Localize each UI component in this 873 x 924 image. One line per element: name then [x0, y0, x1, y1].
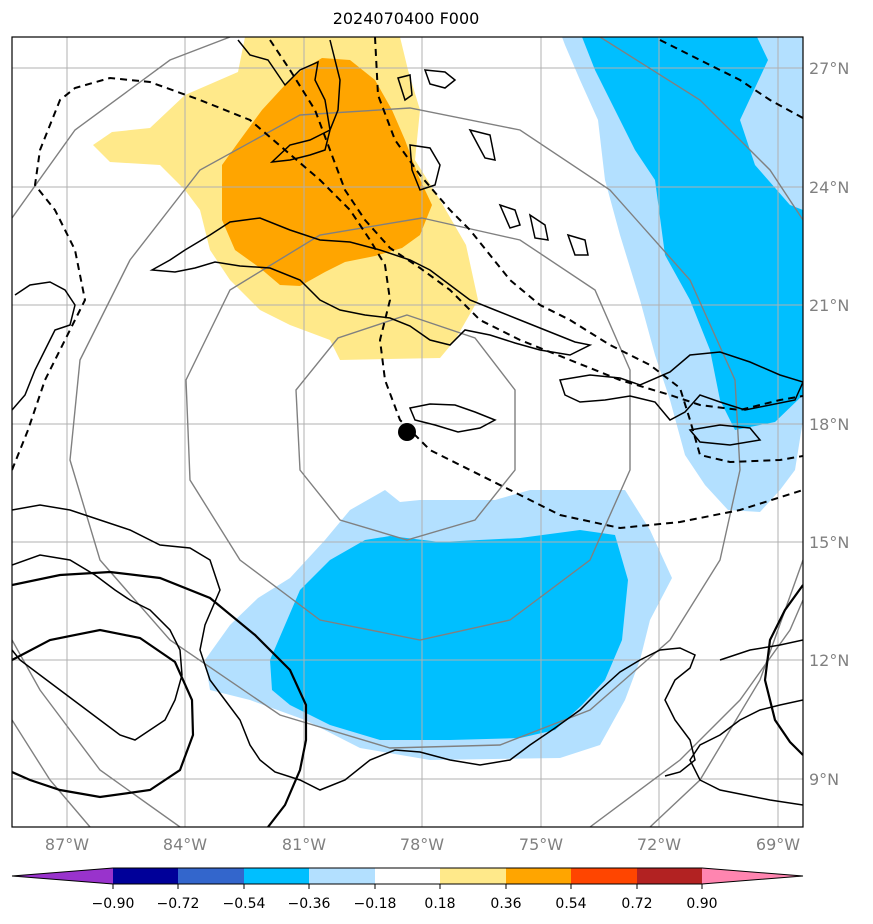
colorbar-segment: [244, 868, 309, 884]
colorbar-tick-label: 0.72: [621, 896, 652, 912]
lat-label: 24°N: [809, 178, 849, 197]
dashed-contour-northeast: [659, 39, 803, 119]
colorbar-segment: [178, 868, 244, 884]
lat-label: 27°N: [809, 59, 849, 78]
dashed-contour-north: [269, 39, 803, 412]
positive-anomaly-orange: [222, 58, 432, 286]
negative-anomaly-blue-south: [270, 530, 628, 740]
lon-label: 78°W: [400, 835, 444, 854]
colorbar-tick-label: −0.18: [354, 896, 397, 912]
lat-label: 9°N: [809, 770, 839, 789]
lat-label: 18°N: [809, 415, 849, 434]
range-ring-2: [185, 217, 631, 641]
solid-contour-southwest: [12, 570, 308, 827]
coast-yucatan: [12, 554, 183, 741]
coast-bahamas-e: [566, 233, 589, 256]
coast-central-america: [12, 281, 696, 791]
coast-bahamas-d: [528, 213, 549, 241]
dashed-contours: [12, 37, 803, 530]
map-frame: [11, 36, 804, 828]
longitude-labels: 87°W 84°W 81°W 78°W 75°W 72°W 69°W: [45, 835, 800, 854]
lon-label: 69°W: [756, 835, 800, 854]
colorbar-tick-label: −0.54: [223, 896, 266, 912]
range-ring-4: [12, 37, 803, 827]
lat-label: 21°N: [809, 296, 849, 315]
colorbar-segment: [309, 868, 375, 884]
colorbar: −0.90 −0.72 −0.54 −0.36 −0.18 0.18 0.36 …: [11, 867, 804, 912]
plot-title: 2024070400 F000: [332, 9, 480, 28]
colorbar-tick-label: −0.72: [157, 896, 200, 912]
range-ring-5: [12, 599, 803, 827]
lat-label: 15°N: [809, 533, 849, 552]
colorbar-extend-low: [12, 868, 113, 884]
colorbar-segment: [571, 868, 637, 884]
lon-label: 75°W: [519, 835, 563, 854]
coast-puerto-rico: [688, 424, 762, 446]
colorbar-extend-high: [702, 868, 803, 884]
colorbar-tick-label: 0.18: [424, 896, 455, 912]
dashed-contour-west: [12, 76, 803, 530]
coast-bahamas-b: [409, 144, 441, 191]
negative-anomaly-blue-north: [582, 37, 803, 430]
colorbar-tick-label: −0.90: [92, 896, 135, 912]
solid-contour-inner: [12, 628, 195, 799]
range-ring-1: [295, 314, 516, 541]
coast-florida: [237, 39, 341, 163]
colorbar-tick-label: 0.54: [555, 896, 586, 912]
colorbar-tick-label: −0.36: [288, 896, 331, 912]
lon-label: 81°W: [282, 835, 326, 854]
range-rings: [12, 37, 803, 827]
colorbar-tick-label: 0.90: [686, 896, 717, 912]
solid-contours: [12, 570, 803, 827]
range-ring-3: [69, 107, 741, 749]
colorbar-segment: [113, 868, 178, 884]
coast-jamaica: [408, 403, 497, 433]
colorbar-segment: [506, 868, 571, 884]
solid-contour-east: [763, 584, 803, 756]
colorbar-segment: [375, 868, 440, 884]
latitude-labels: 27°N 24°N 21°N 18°N 15°N 12°N 9°N: [809, 59, 849, 789]
coast-cuba: [149, 217, 593, 356]
colorbar-segment: [637, 868, 702, 884]
lon-label: 84°W: [163, 835, 207, 854]
storm-center-dot: [398, 423, 416, 441]
coast-bahamas-f: [423, 69, 457, 89]
coast-bahamas-g: [397, 74, 413, 102]
lon-label: 72°W: [637, 835, 681, 854]
coast-bahamas-a: [468, 128, 496, 161]
dashed-contour-east: [374, 37, 803, 464]
coast-south-america: [689, 639, 803, 806]
lon-label: 87°W: [45, 835, 89, 854]
lat-label: 12°N: [809, 651, 849, 670]
colorbar-tick-label: 0.36: [490, 896, 521, 912]
coast-hispaniola: [559, 351, 803, 421]
coast-bahamas-c: [498, 203, 521, 229]
coastlines: [12, 39, 803, 806]
colorbar-segment: [440, 868, 506, 884]
